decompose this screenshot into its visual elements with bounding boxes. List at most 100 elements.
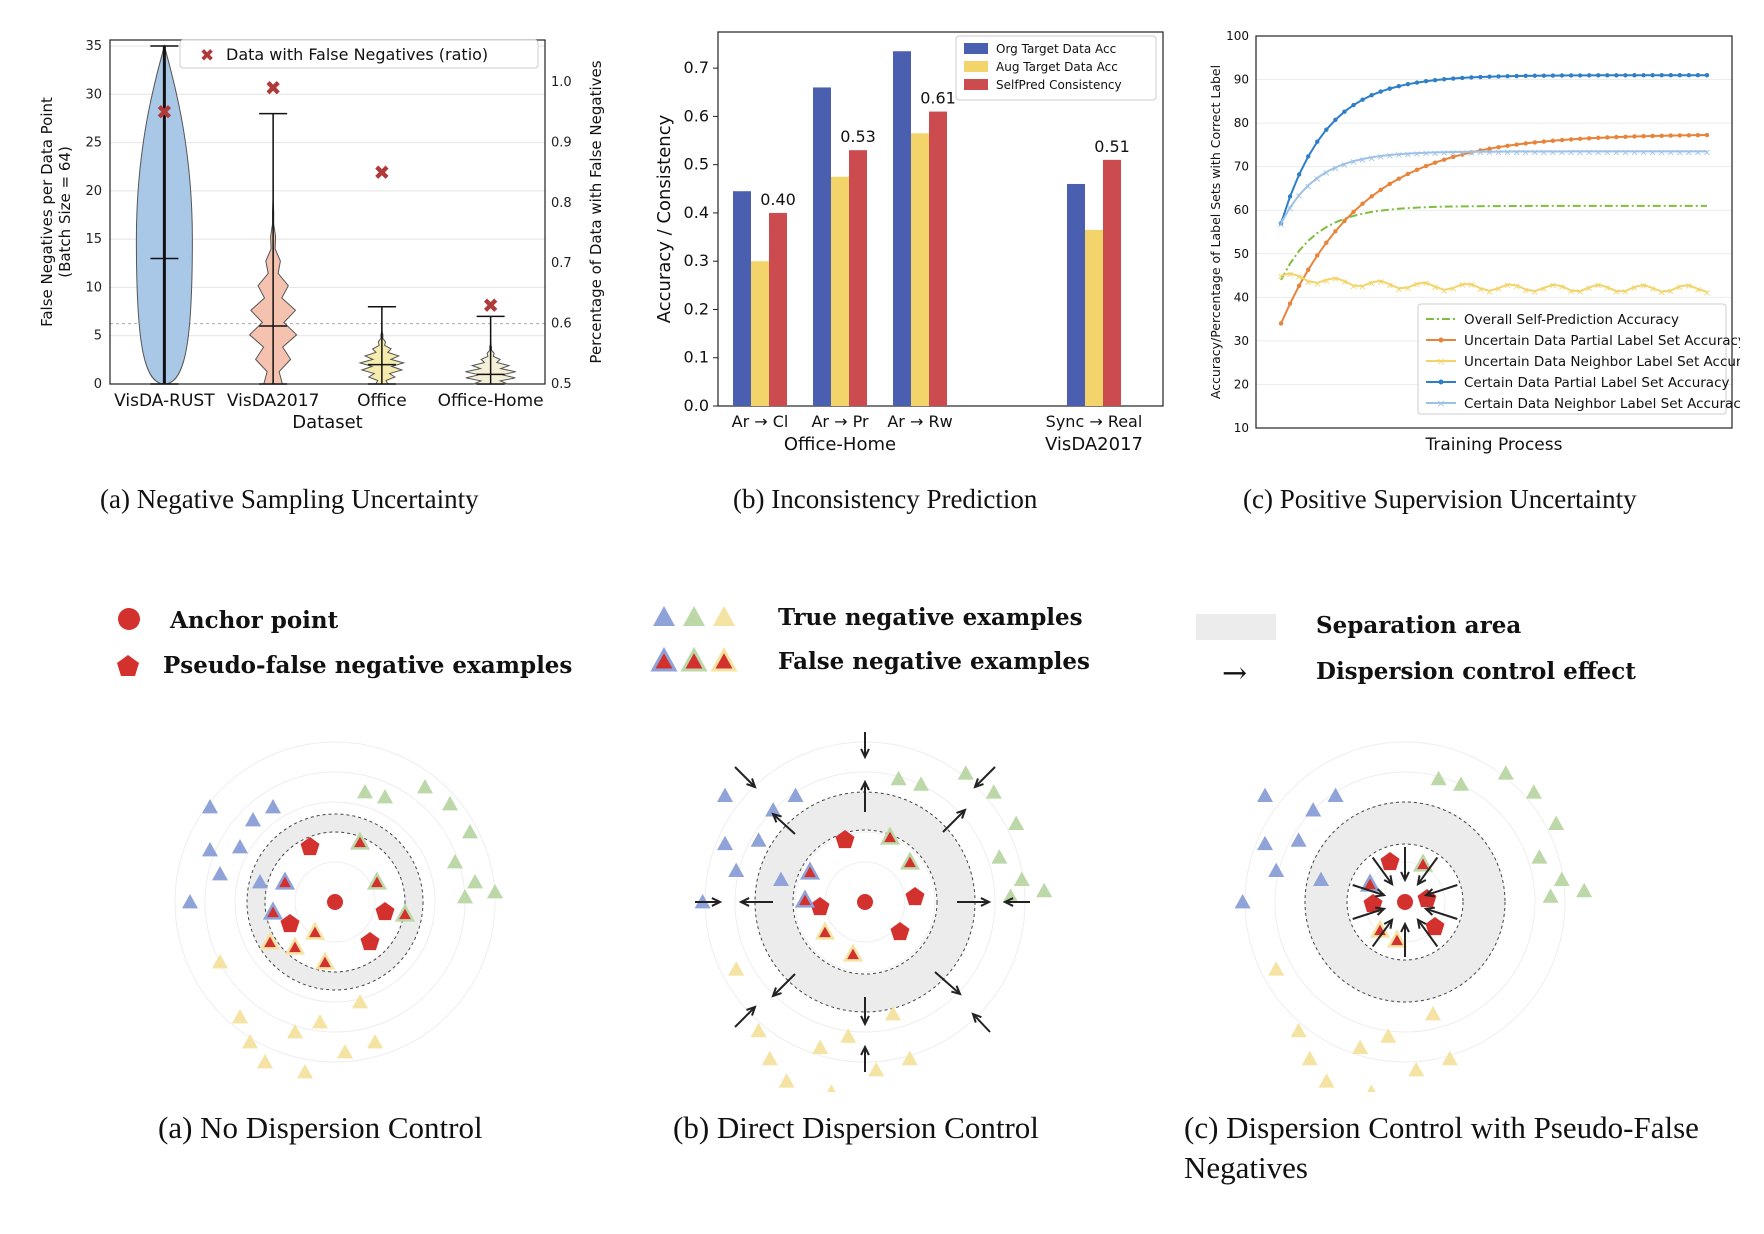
legend-swatch	[964, 79, 988, 90]
series-point: ×	[1422, 279, 1430, 290]
series-point: ×	[1377, 152, 1385, 163]
series-point	[1351, 209, 1356, 215]
true-negative-green	[1525, 784, 1542, 799]
series-point	[1586, 73, 1592, 78]
arrow-head	[1375, 906, 1387, 916]
true-negative-green	[957, 765, 974, 780]
true-negative-green	[1430, 770, 1447, 786]
series-point: ×	[1576, 147, 1584, 158]
series-point	[1405, 82, 1411, 87]
arrow-head	[1002, 897, 1014, 907]
series-point	[1677, 73, 1683, 78]
bar	[911, 133, 929, 406]
legend-swatch	[964, 61, 988, 72]
true-negative-green	[1576, 882, 1593, 898]
series-point: ×	[1694, 147, 1702, 158]
y-tick-label: 0	[94, 377, 102, 392]
arrow-shaft	[1425, 907, 1458, 920]
anchor-point	[327, 894, 343, 910]
series-point: ×	[1413, 280, 1421, 291]
series-point: ×	[1694, 285, 1702, 296]
diagram-direct-dispersion	[694, 732, 1053, 1092]
y-tick-label: 0.5	[684, 155, 709, 174]
arrow-head	[980, 897, 992, 907]
series-point: ×	[1603, 147, 1611, 158]
arrow-head	[1383, 875, 1394, 887]
series-point	[1387, 86, 1392, 91]
dispersion-arrow	[734, 766, 757, 789]
y-tick-label: 90	[1234, 73, 1249, 87]
series-point	[1324, 127, 1329, 132]
true-negative-green	[1002, 888, 1019, 903]
separation-boundary	[792, 829, 938, 975]
arrow-shaft	[942, 809, 966, 833]
series-point	[1659, 73, 1664, 78]
series-point	[1605, 73, 1610, 78]
true-negative-green	[1008, 815, 1025, 830]
pseudo-false-negative	[890, 922, 910, 941]
y2-tick-label: 0.7	[551, 256, 572, 271]
true-negative-yellow	[1301, 1050, 1318, 1066]
arrow-shaft	[1352, 907, 1385, 920]
bar	[831, 176, 849, 406]
dispersion-arrow	[1416, 917, 1439, 948]
arrow-shaft	[1352, 884, 1385, 897]
arrow-shaft	[1425, 884, 1458, 897]
legend-separation-swatch	[1196, 614, 1276, 640]
series-point	[1342, 109, 1347, 114]
series-point: ×	[1367, 153, 1375, 164]
series-point	[1541, 139, 1547, 144]
series-point: ×	[1503, 280, 1511, 291]
y-tick-label: 5	[94, 329, 102, 344]
true-negative-green	[890, 770, 907, 786]
series-point	[1469, 75, 1474, 80]
series-point: ×	[1549, 281, 1557, 292]
series-point: ×	[1522, 286, 1530, 297]
line-chart-panel: 10 20 30 40 50 60 70 80 90 100 × × × × × × × × × × × × × × × × × × ×…	[1200, 22, 1764, 462]
dispersion-arrow	[934, 971, 962, 996]
x-axis-label: Training Process	[1425, 435, 1563, 455]
pseudo-false-negative	[360, 932, 380, 951]
series-point	[1523, 141, 1528, 146]
dispersion-arrow	[860, 732, 870, 760]
true-negative-blue	[717, 787, 733, 802]
legend-separation-label: Separation area	[1316, 612, 1522, 639]
y-tick-label: 10	[85, 280, 102, 295]
violin-chart-panel: 0 5 10 15 20 25 30 35 0.5 0.6 0.7 0.8 0.9 1.0 VisDA-RU…	[30, 22, 610, 462]
arrow-head	[956, 808, 967, 819]
dispersion-arrow	[971, 1012, 991, 1033]
true-negative-green	[1497, 765, 1514, 780]
series-point	[1296, 172, 1302, 177]
series-point	[1369, 194, 1374, 199]
true-negative-yellow	[750, 1022, 767, 1038]
series-point: ×	[1648, 147, 1656, 158]
true-negative-yellow	[1367, 1084, 1376, 1092]
true-negative-blue	[773, 871, 789, 886]
dispersion-arrow	[1423, 884, 1458, 898]
series-point: ×	[1531, 147, 1539, 158]
false-negative	[314, 951, 336, 970]
false-negative	[842, 943, 864, 962]
legend-swatch	[964, 43, 988, 54]
series-point: ×	[1404, 284, 1412, 295]
series-point: ×	[1512, 148, 1520, 159]
true-negative-yellow	[1352, 1039, 1369, 1054]
series-point	[1614, 134, 1619, 140]
y-tick-label: 10	[1234, 421, 1249, 435]
series-point	[1514, 73, 1519, 79]
series-point: ×	[1286, 269, 1294, 280]
arrow-head	[971, 1012, 982, 1023]
series-point	[1568, 137, 1574, 142]
dispersion-arrow	[860, 997, 870, 1027]
pseudo-false-negative	[835, 830, 855, 849]
series-point	[1559, 73, 1565, 78]
series-point	[1532, 140, 1537, 145]
x-tick-label: Ar → Pr	[811, 412, 868, 431]
arrow-shaft	[734, 766, 756, 788]
pseudo-false-negative	[300, 837, 320, 856]
distance-ring	[234, 801, 436, 1003]
true-negative-blue	[212, 866, 228, 881]
bar	[849, 150, 867, 406]
y-tick-label: 0.7	[684, 58, 709, 77]
true-negative-yellow	[868, 1062, 885, 1077]
